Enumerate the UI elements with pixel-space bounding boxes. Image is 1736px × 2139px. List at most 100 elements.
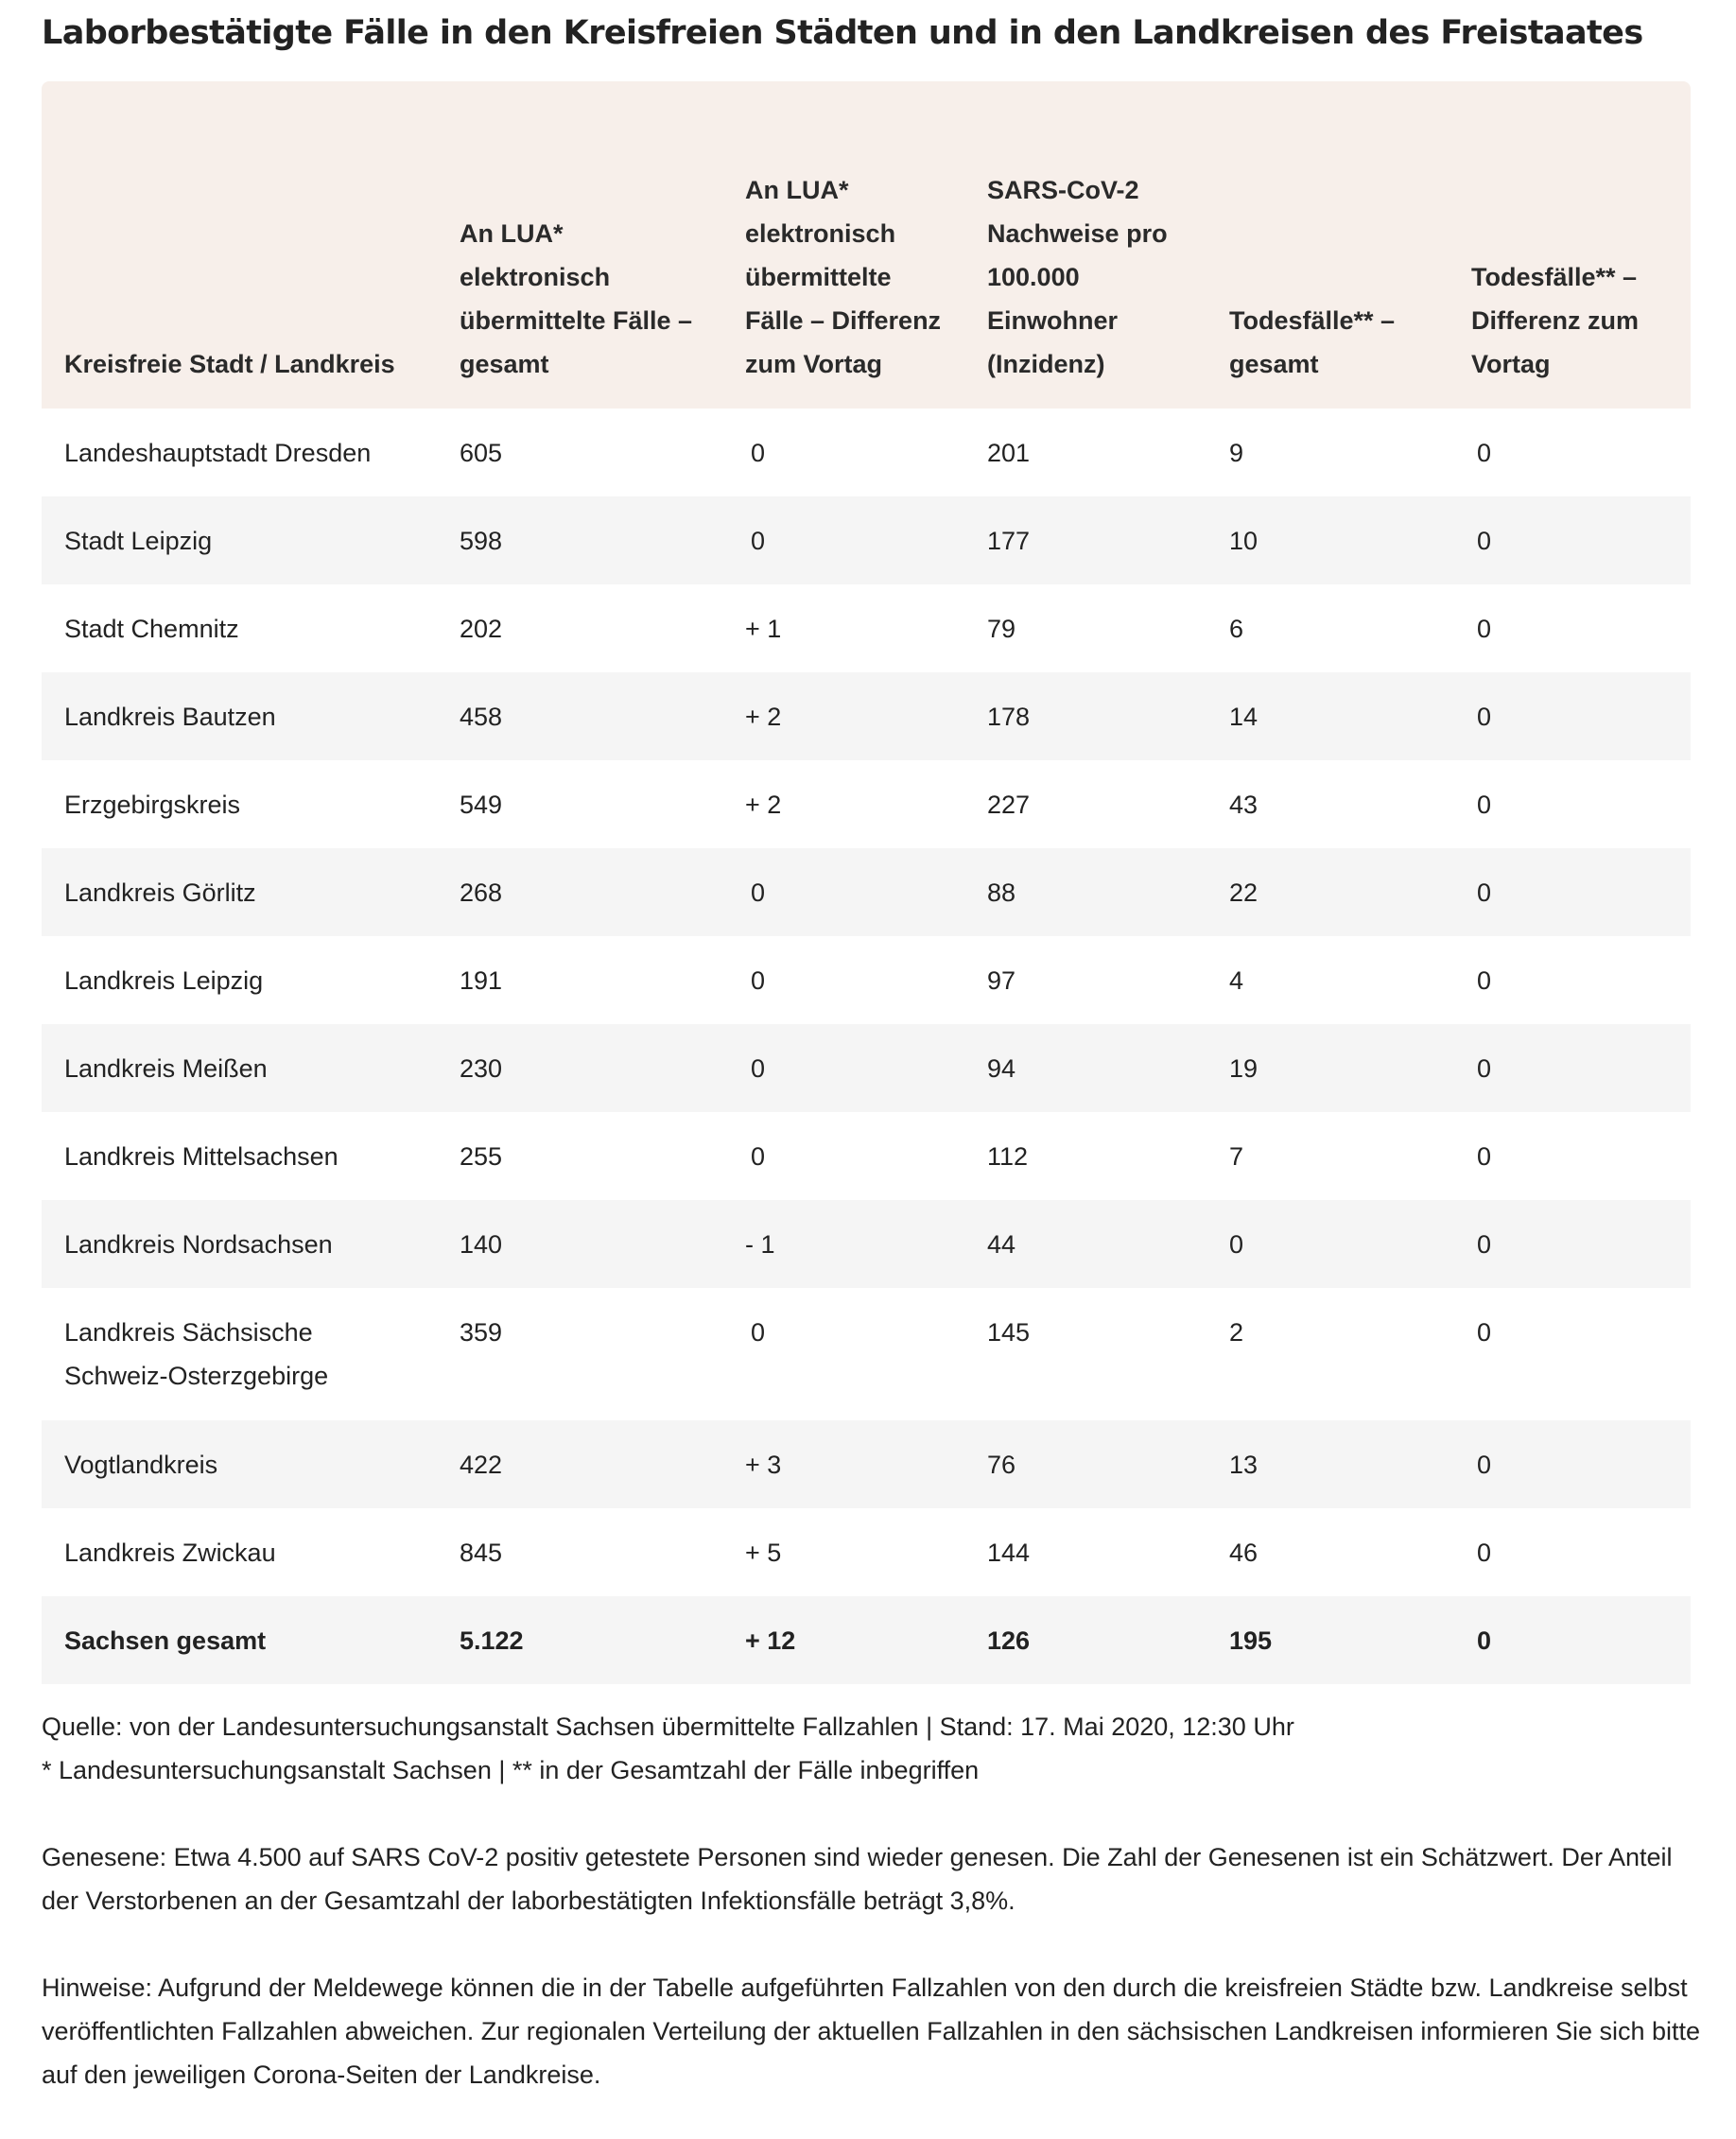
cases-total-cell: 605 [460,439,503,467]
incidence-cell: 79 [987,615,1016,643]
deaths-total-cell: 19 [1207,1024,1449,1112]
deaths-total-cell: 46 [1229,1539,1259,1567]
column-header-cases-total: An LUA* elektronisch übermittelte Fälle … [460,219,693,378]
deaths-total-cell: 7 [1229,1142,1244,1171]
deaths-diff-cell: 0 [1449,1200,1691,1288]
district-cell: Landkreis Nordsachsen [42,1200,437,1288]
cases-total-cell: 255 [460,1142,503,1171]
table-row: Landkreis Bautzen 458 + 2 178 14 0 [42,672,1691,760]
deaths-total-cell: 43 [1229,791,1259,819]
deaths-diff-cell: 0 [1477,439,1492,467]
deaths-total-cell: 0 [1207,1200,1449,1288]
deaths-total-cell: 10 [1207,496,1449,584]
table-row: Landkreis Mittelsachsen 255 0 112 7 0 [42,1112,1691,1200]
cases-diff-cell: + 1 [745,615,782,643]
table-row: Erzgebirgskreis 549 + 2 227 43 0 [42,760,1691,848]
footnote: * Landesuntersuchungsanstalt Sachsen | *… [42,1756,980,1784]
deaths-total-cell: 195 [1207,1596,1449,1684]
case-table: Kreisfreie Stadt / Landkreis An LUA* ele… [42,81,1691,1684]
cases-total-cell: 191 [460,966,503,995]
incidence-cell: 144 [987,1539,1031,1567]
cases-diff-cell: + 2 [745,791,782,819]
incidence-cell: 112 [987,1142,1029,1171]
table-row: Landeshauptstadt Dresden 605 0 201 9 0 [42,409,1691,496]
deaths-total-cell: 13 [1207,1420,1449,1508]
cases-diff-cell: - 1 [722,1200,964,1288]
cases-total-cell: 202 [460,615,503,643]
deaths-diff-cell: 0 [1449,672,1691,760]
cases-diff-cell: + 12 [722,1596,964,1684]
hints-note: Hinweise: Aufgrund der Meldewege können … [42,1974,1701,2089]
district-cell: Landkreis Görlitz [42,848,437,936]
case-table-container: Kreisfreie Stadt / Landkreis An LUA* ele… [42,81,1691,1684]
incidence-cell: 94 [964,1024,1207,1112]
source-note: Quelle: von der Landesuntersuchungsansta… [42,1713,1294,1741]
district-cell: Stadt Leipzig [42,496,437,584]
column-header-deaths-total: Todesfälle** – gesamt [1229,306,1396,378]
cases-total-cell: 140 [437,1200,722,1288]
cases-diff-cell: + 2 [722,672,964,760]
column-header-district: Kreisfreie Stadt / Landkreis [64,350,395,378]
incidence-cell: 76 [964,1420,1207,1508]
district-cell: Landkreis Meißen [42,1024,437,1112]
district-cell: Landkreis Mittelsachsen [64,1142,339,1171]
cases-total-cell: 359 [460,1318,503,1347]
table-row: Stadt Leipzig 598 0 177 10 0 [42,496,1691,584]
deaths-total-cell: 9 [1229,439,1244,467]
deaths-total-cell: 2 [1229,1318,1244,1347]
district-cell: Vogtlandkreis [42,1420,437,1508]
deaths-diff-cell: 0 [1477,791,1492,819]
cases-diff-cell: 0 [751,439,766,467]
table-row: Stadt Chemnitz 202 + 1 79 6 0 [42,584,1691,672]
incidence-cell: 178 [964,672,1207,760]
page-title: Laborbestätigte Fälle in den Kreisfreien… [42,14,1643,52]
cases-total-cell: 5.122 [437,1596,722,1684]
incidence-cell: 227 [987,791,1031,819]
deaths-diff-cell: 0 [1449,496,1691,584]
cases-diff-cell: 0 [722,1024,964,1112]
deaths-total-cell: 14 [1207,672,1449,760]
incidence-cell: 97 [987,966,1016,995]
incidence-cell: 177 [964,496,1207,584]
table-header: Kreisfreie Stadt / Landkreis An LUA* ele… [42,81,1691,409]
deaths-total-cell: 4 [1229,966,1244,995]
cases-total-cell: 598 [437,496,722,584]
district-cell: Landkreis Sächsische Schweiz-Osterzgebir… [64,1318,329,1390]
incidence-cell: 126 [964,1596,1207,1684]
district-cell: Sachsen gesamt [42,1596,437,1684]
deaths-diff-cell: 0 [1477,615,1492,643]
deaths-diff-cell: 0 [1449,1596,1691,1684]
column-header-cases-diff: An LUA* elektronisch übermittelte Fälle … [745,176,942,378]
cases-diff-cell: 0 [722,848,964,936]
column-header-deaths-diff: Todesfälle** – Differenz zum Vortag [1471,263,1640,378]
cases-diff-cell: + 5 [745,1539,782,1567]
district-cell: Landkreis Leipzig [64,966,264,995]
district-cell: Landeshauptstadt Dresden [64,439,372,467]
notes: Quelle: von der Landesuntersuchungsansta… [42,1705,1706,2096]
table-row: Landkreis Meißen 230 0 94 19 0 [42,1024,1691,1112]
table-row: Vogtlandkreis 422 + 3 76 13 0 [42,1420,1691,1508]
table-body: Landeshauptstadt Dresden 605 0 201 9 0 Stadt L… [42,409,1691,1684]
cases-total-cell: 458 [437,672,722,760]
cases-diff-cell: 0 [751,966,766,995]
district-cell: Erzgebirgskreis [64,791,241,819]
deaths-diff-cell: 0 [1449,848,1691,936]
deaths-total-cell: 22 [1207,848,1449,936]
deaths-total-cell: 6 [1229,615,1244,643]
recovered-note: Genesene: Etwa 4.500 auf SARS CoV-2 posi… [42,1843,1673,1915]
column-header-incidence: SARS-CoV-2 Nachweise pro 100.000 Einwohn… [987,176,1168,378]
table-row: Landkreis Nordsachsen 140- 1 44 0 0 [42,1200,1691,1288]
district-cell: Landkreis Zwickau [64,1539,276,1567]
table-row: Landkreis Leipzig 191 0 97 4 0 [42,936,1691,1024]
incidence-cell: 44 [964,1200,1207,1288]
incidence-cell: 88 [964,848,1207,936]
incidence-cell: 201 [987,439,1031,467]
cases-total-cell: 268 [437,848,722,936]
cases-total-cell: 422 [437,1420,722,1508]
deaths-diff-cell: 0 [1477,1318,1492,1347]
district-cell: Stadt Chemnitz [64,615,239,643]
deaths-diff-cell: 0 [1477,1539,1492,1567]
table-row: Landkreis Zwickau 845 + 5 144 46 0 [42,1508,1691,1596]
cases-diff-cell: 0 [751,1318,766,1347]
